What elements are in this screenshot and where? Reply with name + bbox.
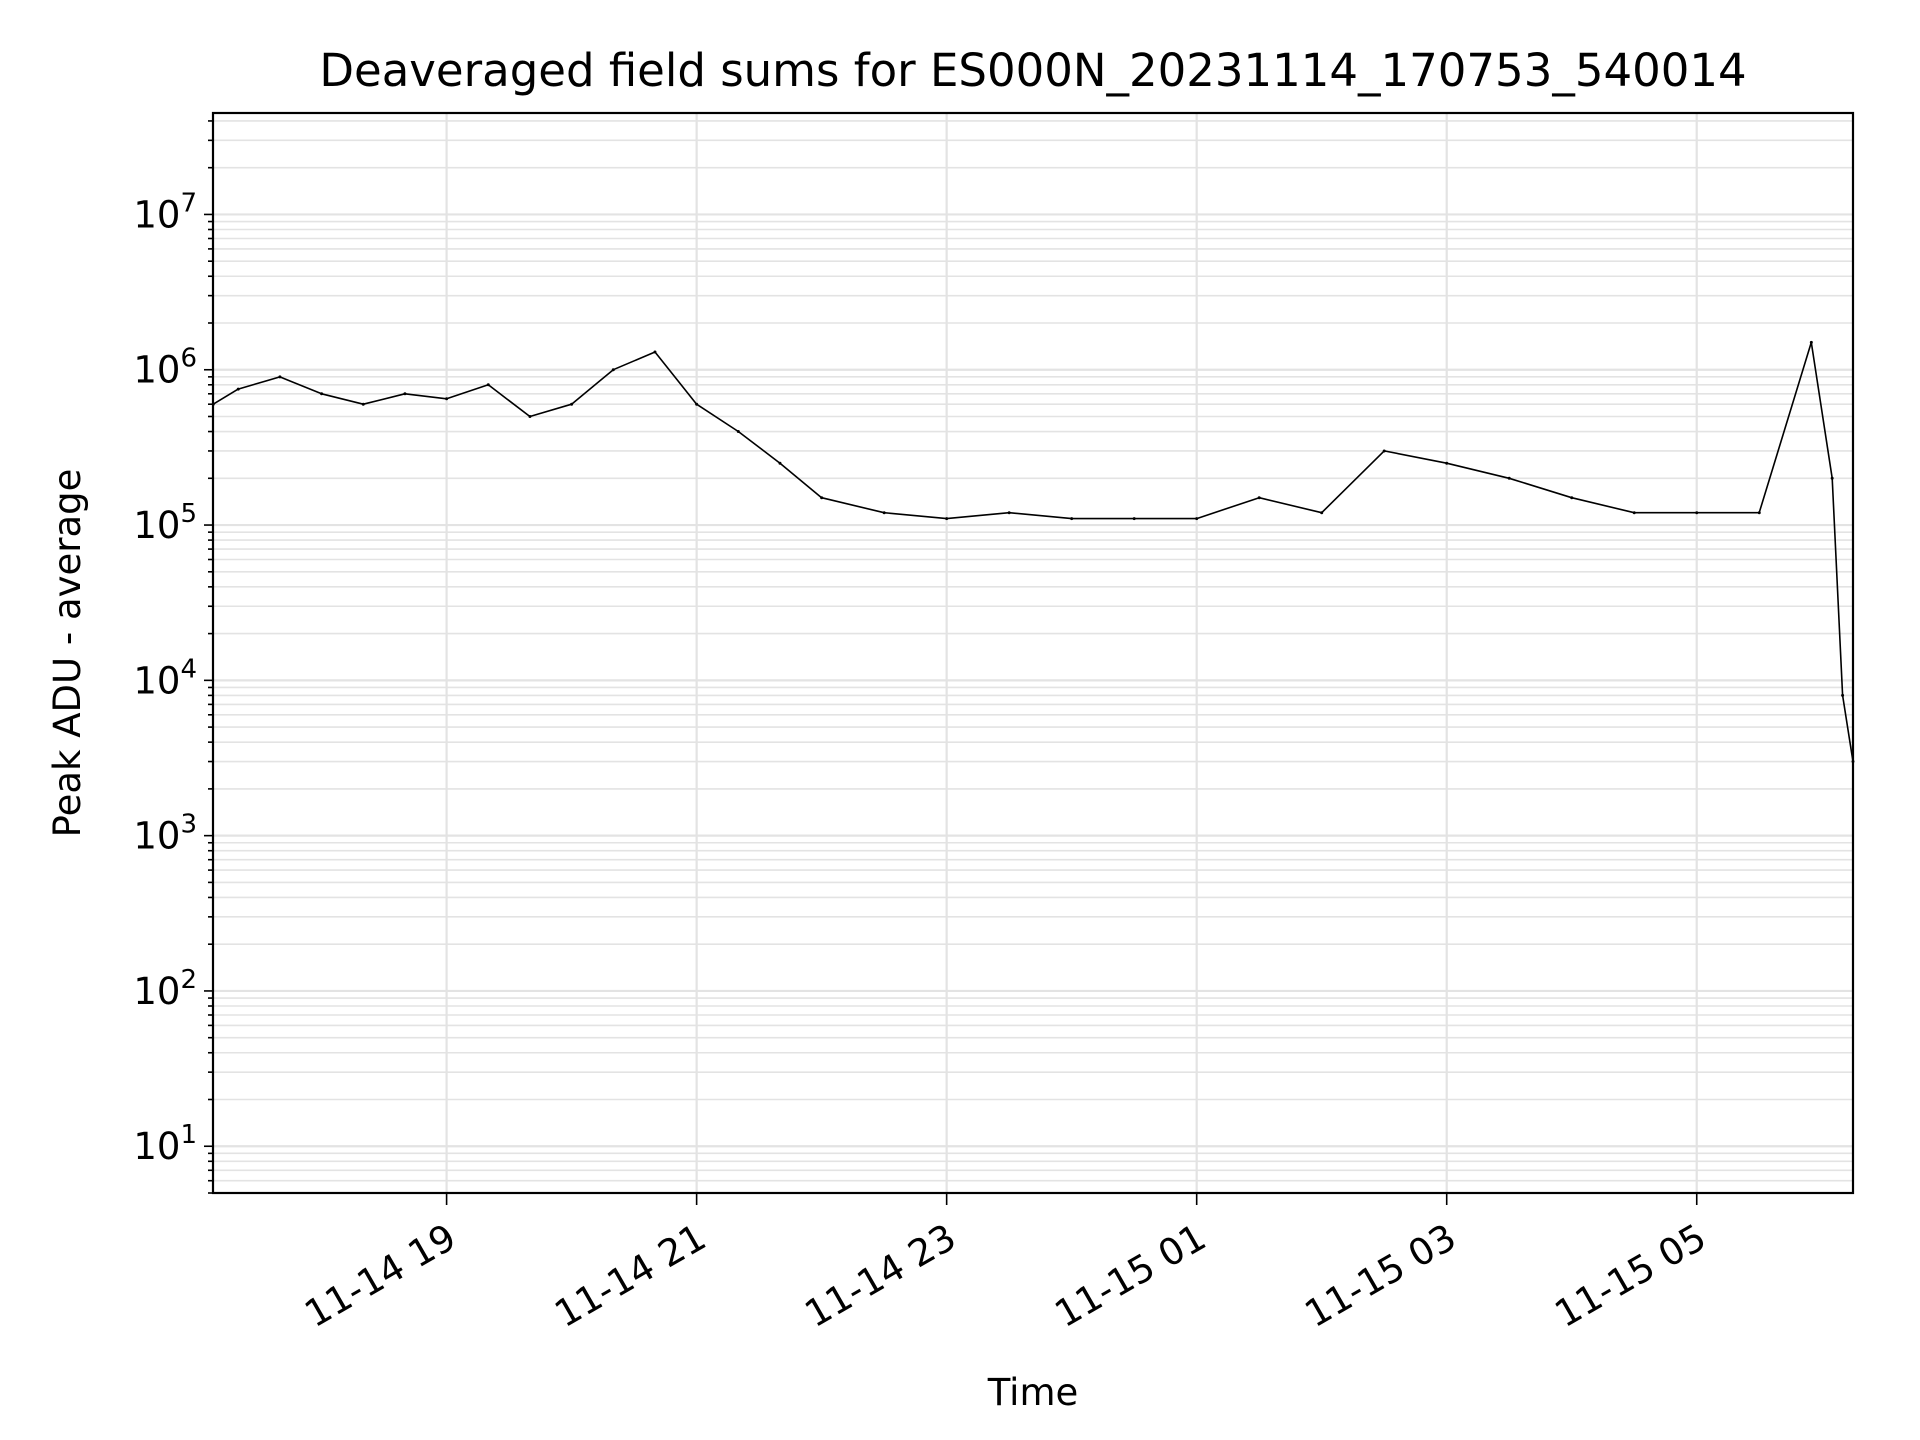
data-series	[211, 340, 1855, 764]
data-point	[1320, 511, 1324, 515]
data-point	[278, 375, 282, 379]
data-point	[1507, 476, 1511, 480]
data-point	[1570, 496, 1574, 500]
chart-title: Deaveraged field sums for ES000N_2023111…	[319, 44, 1746, 97]
data-point	[1195, 517, 1199, 521]
y-tick-label: 105	[133, 499, 197, 547]
data-point	[486, 383, 490, 387]
data-point	[1257, 496, 1261, 500]
data-point	[236, 387, 240, 391]
data-point	[882, 511, 886, 515]
data-point	[1070, 517, 1074, 521]
data-point	[361, 402, 365, 406]
data-point	[403, 392, 407, 396]
data-point	[778, 461, 782, 465]
data-point	[1132, 517, 1136, 521]
data-point	[736, 430, 740, 434]
y-tick-label: 106	[133, 344, 197, 392]
grid	[213, 113, 1853, 1194]
data-point	[570, 402, 574, 406]
y-tick-label: 107	[133, 188, 197, 236]
plot-frame	[211, 111, 1855, 1195]
data-point	[1830, 476, 1834, 480]
y-tick-label: 104	[133, 654, 197, 702]
data-point	[528, 414, 532, 418]
data-point	[611, 368, 615, 372]
data-point	[820, 496, 824, 500]
data-point	[1382, 449, 1386, 453]
data-point	[1841, 693, 1845, 697]
y-tick-label: 101	[133, 1120, 197, 1168]
data-point	[445, 397, 449, 401]
data-point	[320, 392, 324, 396]
data-point	[1445, 461, 1449, 465]
data-point	[1695, 511, 1699, 515]
y-tick-label: 103	[133, 810, 197, 858]
y-tick-label: 102	[133, 965, 197, 1013]
data-point	[1632, 511, 1636, 515]
data-point	[653, 350, 657, 354]
data-point	[1007, 511, 1011, 515]
data-point	[945, 517, 949, 521]
data-point	[1809, 340, 1813, 344]
data-point	[1757, 511, 1761, 515]
y-axis-label: Peak ADU - average	[46, 469, 89, 838]
x-axis-label: Time	[987, 1371, 1079, 1414]
data-point	[695, 402, 699, 406]
